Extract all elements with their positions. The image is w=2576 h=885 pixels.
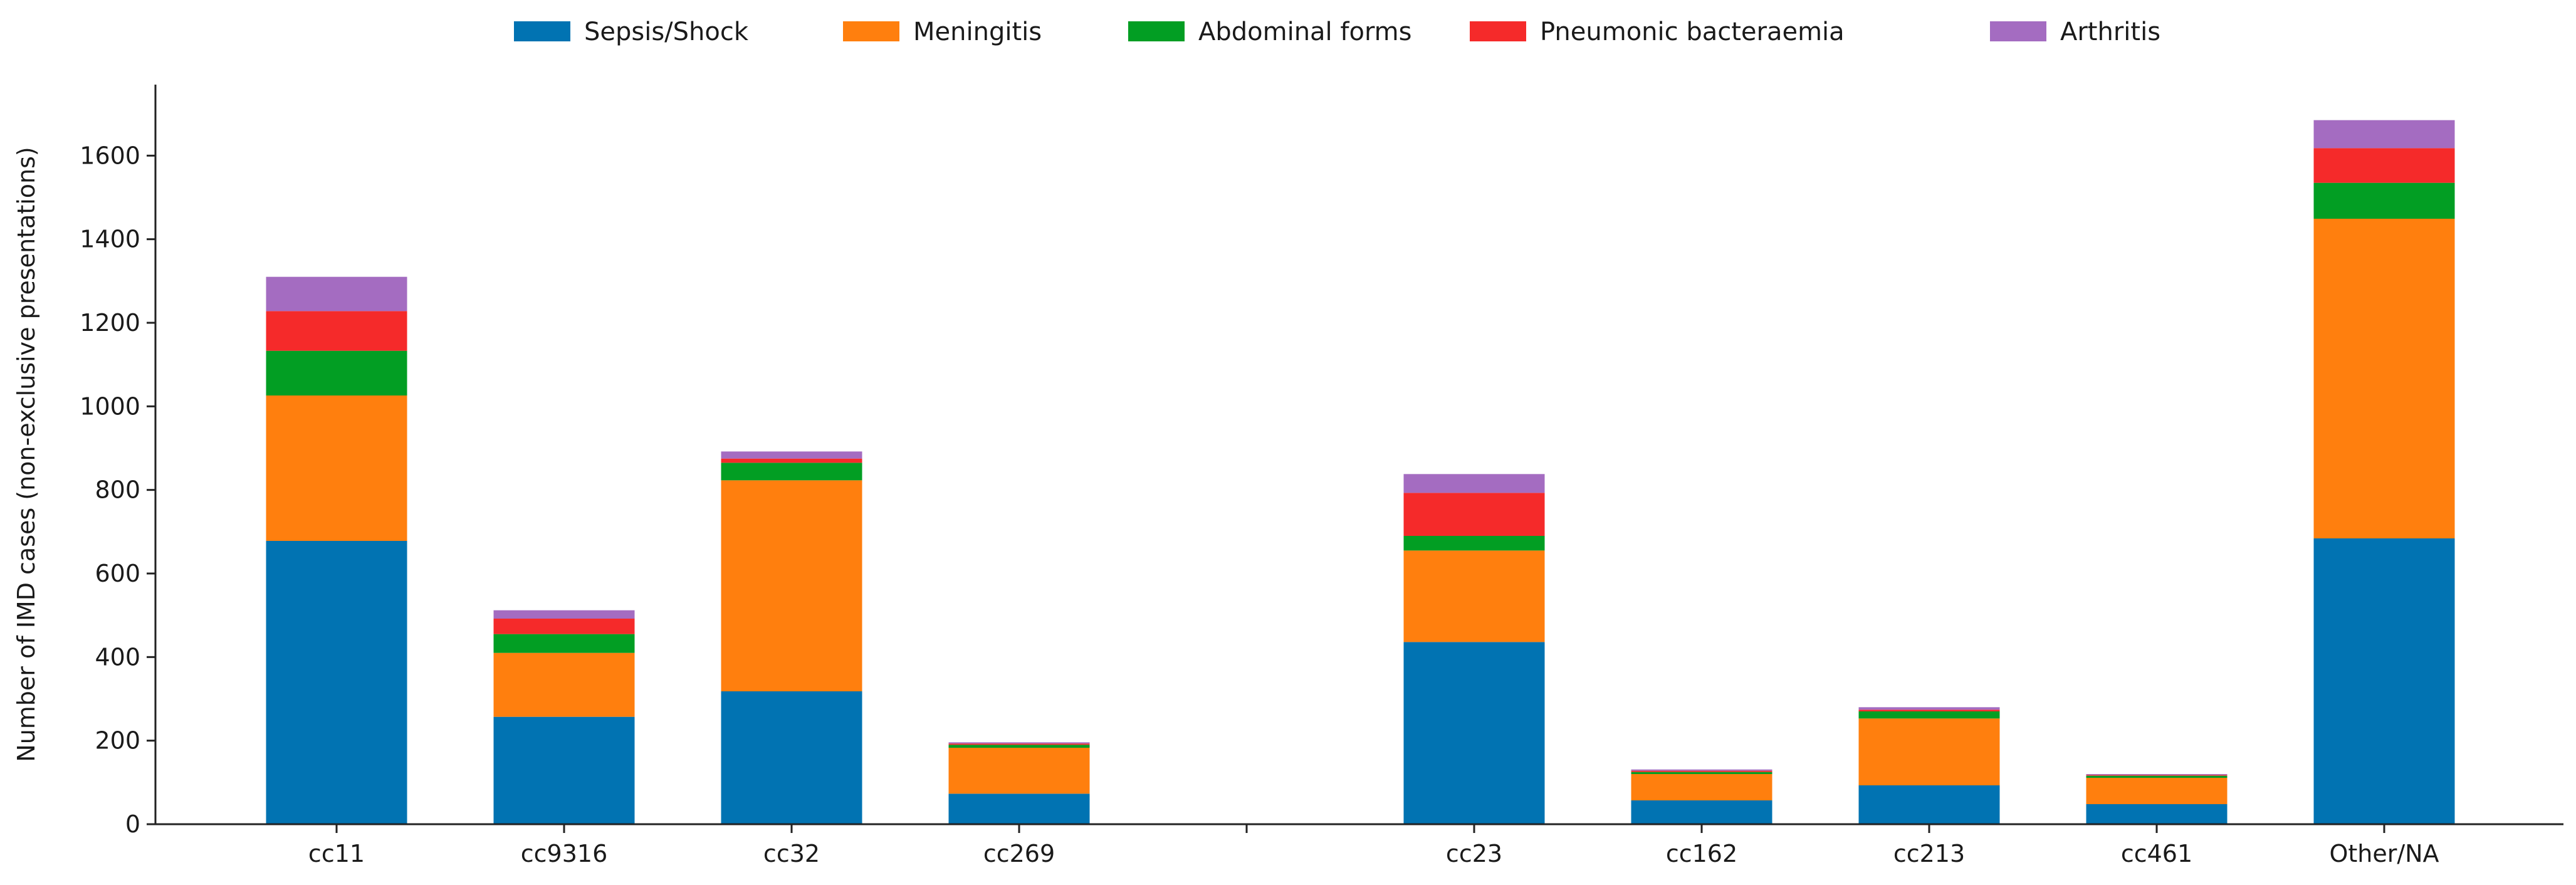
y-tick-label: 800 [95,476,140,504]
y-tick-label: 1000 [80,392,140,420]
bar-cc162-arthritis [1631,769,1772,771]
bar-other-na-abdominal-forms [2313,182,2455,219]
bar-cc269-meningitis [948,748,1090,794]
x-tick-label-cc11: cc11 [308,840,365,867]
x-tick-label-other-na: Other/NA [2329,840,2439,867]
legend-label-abdominal-forms: Abdominal forms [1198,18,1412,46]
bar-cc9316-sepsis-shock [493,716,635,824]
legend-swatch-pneumonic-bacteraemia [1470,21,1526,41]
legend-label-arthritis: Arthritis [2060,18,2160,46]
bar-other-na-meningitis [2313,219,2455,538]
y-axis: 0 200 400 600 800 1000 1200 1400 1600 [80,85,157,838]
bar-cc23-arthritis [1403,474,1545,493]
bar-cc32-sepsis-shock [721,691,862,824]
x-tick-label-cc162: cc162 [1666,840,1737,867]
bar-cc9316-meningitis [493,652,635,717]
bar-cc23-sepsis-shock [1403,642,1545,824]
legend-label-pneumonic-bacteraemia: Pneumonic bacteraemia [1540,18,1845,46]
bar-cc162-sepsis-shock [1631,800,1772,824]
x-tick-label-cc9316: cc9316 [521,840,608,867]
bar-cc269-arthritis [948,742,1090,744]
bar-cc11-pneumonic-bacteraemia [266,311,407,351]
y-tick-label: 1400 [80,226,140,253]
bar-cc32-meningitis [721,480,862,691]
bar-cc23-meningitis [1403,550,1545,642]
y-tick-label: 400 [95,643,140,671]
bar-cc269-abdominal-forms [948,745,1090,748]
bar-cc11-meningitis [266,395,407,541]
legend-label-sepsis-shock: Sepsis/Shock [584,18,749,46]
bar-cc213-abdominal-forms [1858,711,2000,719]
bar-cc32-arthritis [721,451,862,459]
bar-cc23-pneumonic-bacteraemia [1403,493,1545,536]
bar-cc269-sepsis-shock [948,793,1090,824]
bar-cc213-sepsis-shock [1858,785,2000,824]
bar-other-na-sepsis-shock [2313,538,2455,824]
bar-cc461-arthritis [2086,774,2228,775]
y-tick-label: 200 [95,727,140,755]
bar-cc23-abdominal-forms [1403,536,1545,551]
x-tick-label-cc269: cc269 [983,840,1055,867]
y-tick-label: 1200 [80,309,140,337]
y-tick-label: 0 [125,810,140,838]
bar-cc461-sepsis-shock [2086,804,2228,824]
legend: Sepsis/Shock Meningitis Abdominal forms Pne… [514,18,2160,46]
x-tick-label-cc213: cc213 [1893,840,1965,867]
y-axis-label: Number of IMD cases (non-exclusive prese… [13,147,40,762]
legend-swatch-sepsis-shock [514,21,570,41]
bar-cc32-pneumonic-bacteraemia [721,458,862,463]
bar-cc162-abdominal-forms [1631,772,1772,774]
x-axis: cc11 cc9316 cc32 cc269 cc23 cc162 cc213 cc461 Ot… [155,823,2563,867]
bars [266,120,2455,824]
bar-cc11-sepsis-shock [266,541,407,824]
bar-cc461-meningitis [2086,778,2228,804]
bar-cc9316-arthritis [493,610,635,619]
x-tick-label-cc23: cc23 [1446,840,1502,867]
legend-swatch-abdominal-forms [1128,21,1185,41]
bar-cc32-abdominal-forms [721,463,862,481]
bar-cc11-abdominal-forms [266,350,407,395]
y-tick-label: 600 [95,560,140,587]
bar-cc9316-abdominal-forms [493,634,635,653]
legend-swatch-arthritis [1990,21,2046,41]
bar-cc213-arthritis [1858,707,2000,710]
legend-label-meningitis: Meningitis [913,18,1042,46]
bar-cc269-pneumonic-bacteraemia [948,743,1090,745]
y-tick-label: 1600 [80,142,140,169]
bar-cc9316-pneumonic-bacteraemia [493,619,635,634]
bar-other-na-arthritis [2313,120,2455,149]
bar-other-na-pneumonic-bacteraemia [2313,148,2455,183]
bar-cc213-meningitis [1858,718,2000,785]
x-tick-label-cc32: cc32 [763,840,820,867]
bar-cc213-pneumonic-bacteraemia [1858,710,2000,711]
x-tick-label-cc461: cc461 [2121,840,2192,867]
bar-cc162-meningitis [1631,774,1772,800]
bar-cc461-abdominal-forms [2086,775,2228,778]
bar-cc162-pneumonic-bacteraemia [1631,770,1772,772]
legend-swatch-meningitis [843,21,899,41]
bar-cc11-arthritis [266,276,407,312]
